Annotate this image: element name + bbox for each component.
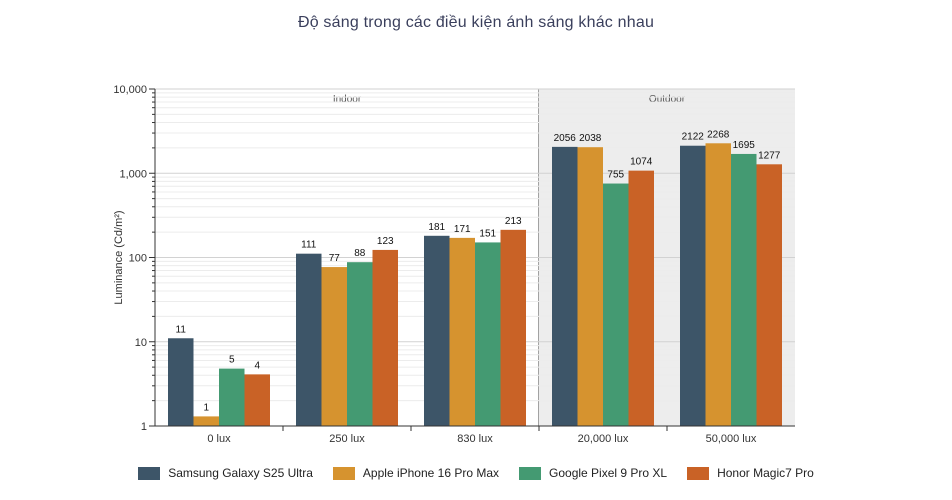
region-label-0: Indoor (333, 94, 362, 105)
data-label-1-1: 77 (329, 253, 341, 264)
legend-swatch-google (519, 466, 542, 480)
bar-2-2 (475, 242, 501, 426)
bar-2-1 (449, 237, 475, 426)
data-label-1-0: 111 (301, 240, 317, 251)
legend-item-honor[interactable]: Honor Magic7 Pro (687, 466, 814, 480)
legend-swatch-samsung (138, 466, 161, 480)
bar-2-0 (424, 235, 450, 426)
legend-item-google[interactable]: Google Pixel 9 Pro XL (519, 466, 667, 480)
data-label-3-1: 2038 (579, 133, 602, 144)
x-tick-label-3: 20,000 lux (578, 433, 629, 445)
legend-label-google: Google Pixel 9 Pro XL (549, 466, 668, 480)
legend-label-honor: Honor Magic7 Pro (717, 466, 814, 480)
data-label-4-3: 1277 (758, 150, 781, 161)
legend-swatch-honor (687, 466, 710, 480)
x-tick-label-0: 0 lux (207, 433, 231, 445)
data-label-2-1: 171 (454, 224, 471, 235)
legend-label-samsung: Samsung Galaxy S25 Ultra (168, 466, 313, 480)
region-label-1: Outdoor (649, 94, 686, 105)
bar-4-3 (756, 164, 782, 427)
y-tick-label-1: 10 (135, 337, 147, 349)
data-label-0-2: 5 (229, 355, 235, 366)
bar-4-2 (731, 153, 757, 427)
bar-4-0 (680, 145, 706, 427)
bar-3-1 (577, 147, 603, 426)
y-tick-label-4: 10,000 (113, 84, 147, 96)
data-label-0-0: 11 (176, 324, 187, 335)
bar-3-2 (603, 183, 629, 426)
y-axis-label: Luminance (Cd/m²) (113, 210, 125, 304)
bar-3-3 (628, 170, 654, 426)
legend-item-apple[interactable]: Apple iPhone 16 Pro Max (332, 466, 500, 480)
data-label-1-2: 88 (354, 248, 366, 259)
data-label-3-3: 1074 (630, 157, 653, 168)
bar-4-1 (705, 143, 731, 426)
data-label-0-3: 4 (254, 360, 260, 371)
bar-0-3 (244, 374, 270, 426)
bar-1-2 (347, 262, 373, 426)
bar-1-1 (321, 267, 347, 426)
y-tick-label-3: 1,000 (119, 168, 147, 180)
x-tick-label-2: 830 lux (457, 433, 493, 445)
legend: Samsung Galaxy S25 Ultra Apple iPhone 16… (0, 466, 952, 480)
bar-1-0 (296, 253, 322, 426)
data-label-4-0: 2122 (682, 132, 705, 143)
data-label-4-1: 2268 (707, 129, 730, 140)
y-tick-label-2: 100 (129, 253, 147, 265)
data-label-3-0: 2056 (554, 133, 577, 144)
bar-2-3 (500, 229, 526, 426)
legend-item-samsung[interactable]: Samsung Galaxy S25 Ultra (138, 466, 313, 480)
y-tick-label-0: 1 (141, 421, 147, 433)
data-label-3-2: 755 (607, 170, 624, 181)
legend-label-apple: Apple iPhone 16 Pro Max (362, 466, 500, 480)
data-label-2-2: 151 (479, 228, 496, 239)
bar-0-2 (219, 368, 245, 426)
bar-3-0 (552, 146, 578, 426)
legend-swatch-apple (332, 466, 355, 480)
x-tick-label-1: 250 lux (329, 433, 365, 445)
data-label-4-2: 1695 (733, 140, 756, 151)
bar-0-1 (193, 416, 219, 426)
data-label-1-3: 123 (377, 236, 394, 247)
bar-1-3 (372, 249, 398, 426)
data-label-2-3: 213 (505, 216, 522, 227)
data-label-0-1: 1 (203, 402, 209, 413)
data-label-2-0: 181 (428, 222, 445, 233)
chart-title: Độ sáng trong các điều kiện ánh sáng khá… (297, 14, 655, 31)
bar-0-0 (168, 338, 194, 426)
x-tick-label-4: 50,000 lux (706, 433, 757, 445)
